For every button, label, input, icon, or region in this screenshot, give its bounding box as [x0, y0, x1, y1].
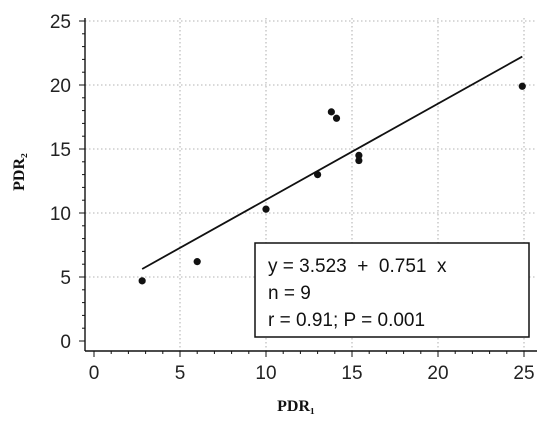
y-tick-label: 5 — [60, 268, 71, 289]
data-point — [193, 258, 201, 266]
x-tick-label: 10 — [255, 363, 276, 384]
y-tick-label: 25 — [50, 12, 71, 33]
x-tick-label: 25 — [513, 363, 534, 384]
x-tick-label: 0 — [89, 363, 100, 384]
x-tick-label: 15 — [341, 363, 362, 384]
data-points — [138, 82, 526, 285]
data-point — [138, 277, 146, 285]
y-axis-title: PDR₂ — [11, 153, 28, 191]
data-point — [355, 151, 363, 159]
data-point — [355, 156, 363, 165]
y-tick-label: 10 — [50, 204, 71, 225]
x-tick-label: 20 — [427, 363, 448, 384]
axes — [84, 18, 537, 352]
y-tick-label: 15 — [50, 140, 71, 161]
y-tick-label: 20 — [50, 76, 71, 97]
correlation-stats: r = 0.91; P = 0.001 — [268, 310, 425, 331]
x-tick-labels: 0 5 10 15 20 25 — [89, 363, 535, 384]
data-point — [332, 114, 341, 122]
data-point — [314, 171, 322, 179]
data-point — [262, 205, 270, 213]
y-tick-labels: 0 5 10 15 20 25 — [50, 12, 71, 353]
regression-line — [141, 55, 523, 270]
data-point — [327, 108, 335, 116]
sample-size: n = 9 — [268, 283, 311, 304]
stats-legend-box: y = 3.523 + 0.751 x n = 9 r = 0.91; P = … — [254, 242, 530, 338]
y-tick-label: 0 — [60, 332, 71, 353]
stats-box-frame — [254, 242, 530, 338]
tick-marks — [79, 20, 525, 357]
x-axis-title: PDR₁ — [277, 398, 315, 415]
regression-equation: y = 3.523 + 0.751 x — [268, 256, 447, 277]
data-point — [518, 82, 526, 90]
x-tick-label: 5 — [175, 363, 186, 384]
